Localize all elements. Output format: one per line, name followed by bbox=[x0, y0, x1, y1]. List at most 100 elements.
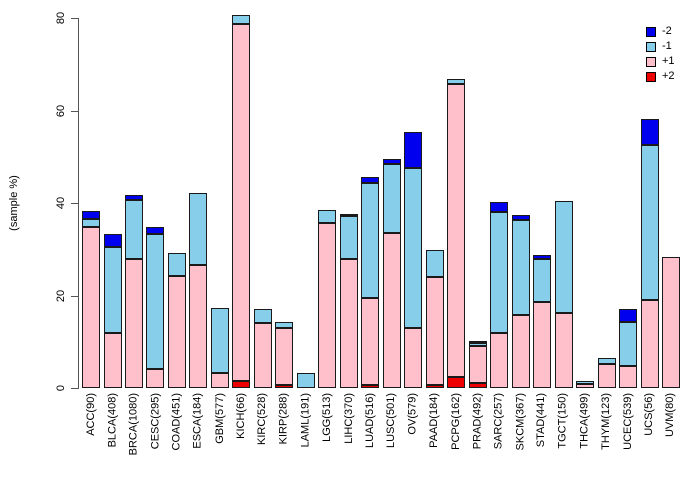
x-axis-label: LAML(191) bbox=[299, 393, 312, 448]
x-axis-label: ACC(90) bbox=[84, 393, 97, 436]
x-axis-label: SKCM(367) bbox=[514, 393, 527, 451]
bar-segment--1 bbox=[189, 193, 208, 265]
bar-segment-+2 bbox=[425, 384, 444, 388]
legend-item: -1 bbox=[646, 39, 675, 54]
legend-swatch--1 bbox=[646, 41, 656, 52]
bar-segment--1 bbox=[253, 309, 272, 324]
bar-segment--2 bbox=[404, 131, 423, 168]
bar-segment-+1 bbox=[490, 332, 509, 388]
bar-segment--2 bbox=[490, 201, 509, 212]
x-axis-label: ESCA(184) bbox=[191, 393, 204, 449]
x-axis-label: BRCA(1080) bbox=[127, 393, 140, 456]
bar-segment-+1 bbox=[619, 365, 637, 388]
bar-segment-+1 bbox=[382, 232, 401, 388]
bar-segment-+1 bbox=[103, 332, 122, 388]
x-axis-label: OV(579) bbox=[406, 393, 419, 435]
bar-segment--2 bbox=[339, 213, 358, 216]
bar-segment-+1 bbox=[210, 372, 229, 388]
bar-segment-+1 bbox=[318, 223, 337, 388]
x-axis-label: CESC(295) bbox=[148, 393, 161, 450]
legend-swatch-+2 bbox=[646, 71, 656, 82]
bar-segment--1 bbox=[554, 200, 573, 313]
x-axis-label: UVM(80) bbox=[664, 393, 677, 438]
x-axis-label: UCEC(539) bbox=[621, 393, 634, 450]
bar-segment-+2 bbox=[232, 380, 251, 388]
y-axis-tick-label: 20 bbox=[55, 289, 67, 302]
bar-segment--1 bbox=[146, 234, 165, 369]
bar-segment-+1 bbox=[146, 369, 165, 388]
bar-segment--2 bbox=[511, 214, 530, 221]
legend-swatch--2 bbox=[646, 26, 656, 37]
y-axis-tick-label: 40 bbox=[55, 196, 67, 210]
bar-segment-+2 bbox=[275, 385, 294, 388]
x-axis-label: SARC(257) bbox=[492, 393, 505, 450]
x-axis-label: LIHC(370) bbox=[342, 393, 355, 444]
bar-segment--1 bbox=[125, 199, 143, 259]
bar-segment--2 bbox=[382, 159, 401, 165]
bar-segment--1 bbox=[640, 145, 659, 300]
x-axis-label: LGG(513) bbox=[320, 393, 333, 442]
bar-segment--2 bbox=[468, 340, 487, 344]
bar-segment--1 bbox=[597, 358, 616, 365]
legend-item: +1 bbox=[646, 54, 675, 69]
y-axis-tick-label: 80 bbox=[55, 11, 67, 25]
y-axis-tick bbox=[71, 18, 78, 19]
bar-segment--2 bbox=[361, 176, 380, 183]
x-axis-label: KIRC(528) bbox=[256, 393, 269, 445]
bar-segment--1 bbox=[167, 252, 186, 276]
bar-segment-+1 bbox=[447, 83, 466, 377]
bar-segment-+2 bbox=[468, 383, 487, 388]
bar-segment-+1 bbox=[232, 23, 251, 381]
bar-segment--1 bbox=[468, 343, 487, 346]
bar-segment-+1 bbox=[125, 259, 143, 388]
bar-segment--1 bbox=[533, 259, 552, 302]
legend-item: +2 bbox=[646, 69, 675, 84]
bar-segment--2 bbox=[146, 227, 165, 235]
legend-label: +1 bbox=[662, 55, 675, 67]
bar-segment--1 bbox=[103, 247, 122, 333]
bar-segment-+1 bbox=[82, 226, 100, 388]
bar-segment-+1 bbox=[554, 312, 573, 388]
x-axis-label: TGCT(150) bbox=[557, 393, 570, 449]
bar-segment-+2 bbox=[447, 376, 466, 388]
x-axis-label: KIRP(288) bbox=[277, 393, 290, 445]
bar-segment-+1 bbox=[640, 299, 659, 388]
bar-segment-+1 bbox=[425, 277, 444, 385]
bar-segment--1 bbox=[511, 220, 530, 315]
x-axis-label: BLCA(408) bbox=[106, 393, 118, 448]
bar-segment--1 bbox=[296, 373, 315, 388]
x-axis-label: KICH(66) bbox=[234, 393, 247, 439]
y-axis-tick-label: 0 bbox=[55, 384, 67, 392]
y-axis-line bbox=[78, 18, 79, 389]
legend-item: -2 bbox=[646, 24, 675, 39]
x-axis-label: THCA(499) bbox=[578, 393, 591, 449]
y-axis-tick bbox=[71, 295, 78, 297]
bar-segment--1 bbox=[619, 321, 637, 366]
bar-segment--2 bbox=[125, 194, 143, 200]
x-axis-label: PRAD(492) bbox=[471, 393, 484, 450]
bar-segment-+1 bbox=[275, 327, 294, 386]
y-axis-tick bbox=[71, 203, 78, 204]
bar-segment-+1 bbox=[662, 257, 680, 388]
bar-segment-+1 bbox=[167, 275, 186, 388]
bar-segment-+1 bbox=[576, 383, 594, 388]
bar-segment--1 bbox=[82, 218, 100, 227]
bar-segment--1 bbox=[404, 167, 423, 329]
bar-segment--1 bbox=[576, 381, 594, 384]
bar-segment-+1 bbox=[253, 323, 272, 388]
y-axis-title: (sample %) bbox=[8, 175, 20, 231]
bar-segment--1 bbox=[275, 321, 294, 328]
legend: -2 -1 +1 +2 bbox=[646, 24, 675, 84]
legend-label: -2 bbox=[662, 25, 672, 37]
bar-segment-+1 bbox=[468, 345, 487, 384]
bar-segment--2 bbox=[619, 308, 637, 322]
bar-segment--1 bbox=[425, 249, 444, 277]
x-axis-label: UCS(56) bbox=[643, 393, 655, 436]
bar-segment-+1 bbox=[189, 265, 208, 388]
bar-segment--2 bbox=[533, 254, 552, 259]
x-axis-label: THYM(123) bbox=[600, 393, 612, 450]
bar-segment--2 bbox=[82, 210, 100, 219]
x-axis-label: COAD(451) bbox=[170, 393, 183, 451]
legend-label: +2 bbox=[662, 70, 675, 82]
